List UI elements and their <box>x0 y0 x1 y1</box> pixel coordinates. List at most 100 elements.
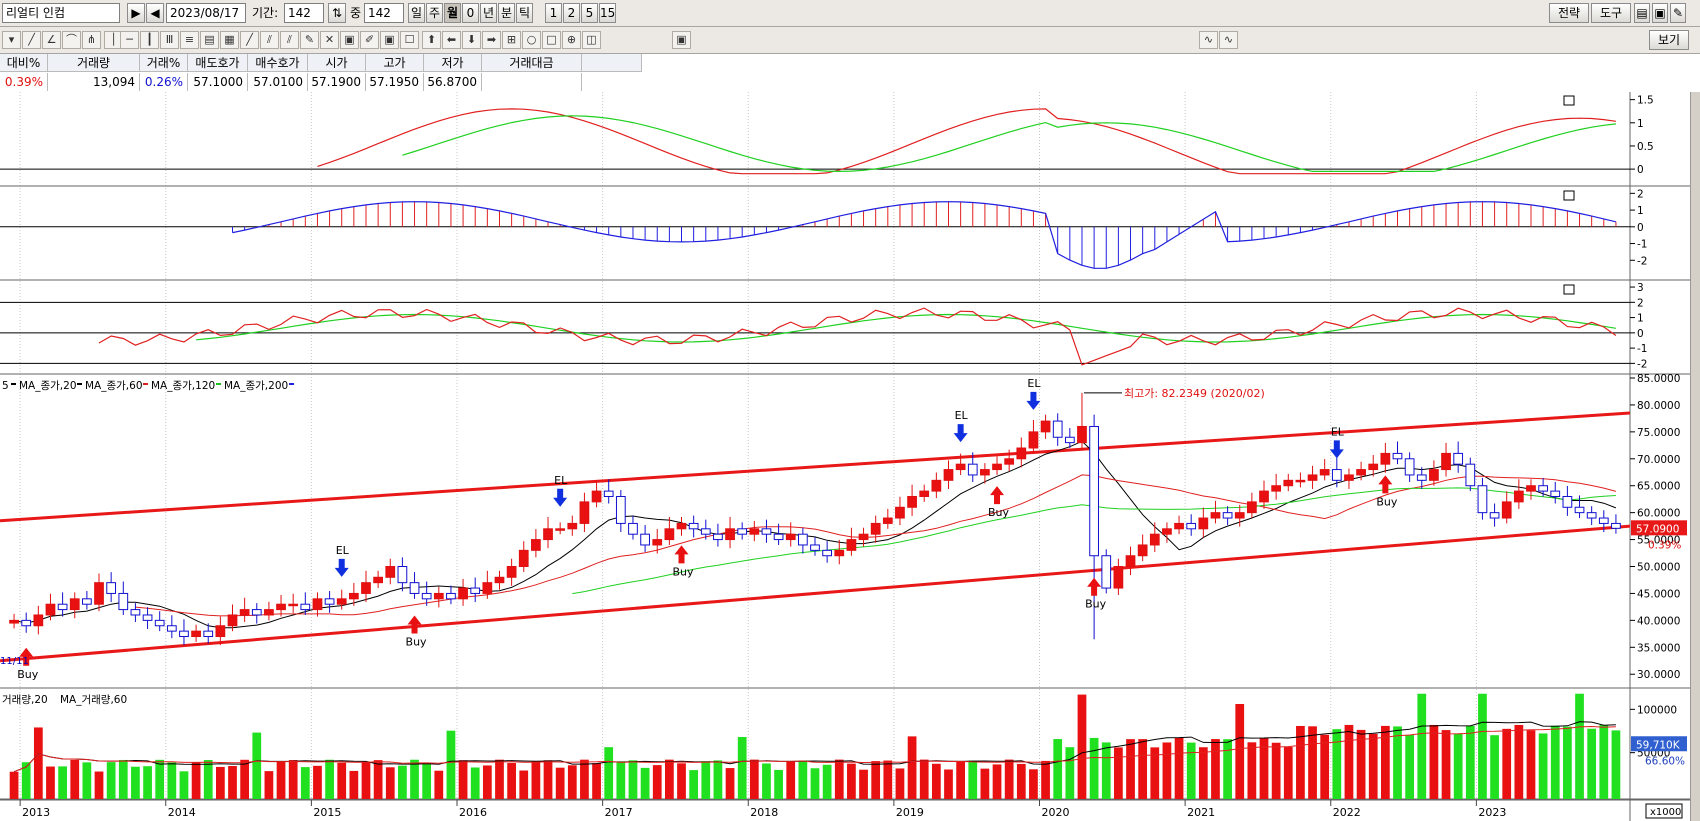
quote-strip: 대비% 0.39% 거래량 13,094 거래% 0.26% 매도호가 57.1000 매수호가… <box>0 54 1700 93</box>
interval-button[interactable]: 2 <box>563 3 580 23</box>
symbol-input[interactable]: 리얼티 인컴 <box>2 3 120 23</box>
line-tool-icon[interactable]: ╱ <box>22 31 41 49</box>
color-tool-icon[interactable]: ▣ <box>340 31 359 49</box>
panel-menu-icon[interactable] <box>1563 95 1575 106</box>
volume-bar <box>604 747 614 799</box>
candle-body <box>1526 485 1536 492</box>
timeframe-button[interactable]: 틱 <box>516 3 533 23</box>
volume-bar <box>907 736 917 799</box>
text-tool-icon[interactable]: ⊞ <box>502 31 521 49</box>
delete-tool-icon[interactable]: ✕ <box>320 31 339 49</box>
fill-tool-icon[interactable]: ▣ <box>380 31 399 49</box>
save-icon[interactable]: ▣ <box>1652 3 1668 23</box>
dropdown-icon[interactable]: ▾ <box>2 31 21 49</box>
period-input[interactable]: 142 <box>284 3 324 23</box>
volume-bar <box>70 759 80 799</box>
zoom-tool-icon[interactable]: ⊕ <box>562 31 581 49</box>
volume-bar <box>155 759 165 799</box>
year-label: 2016 <box>459 806 487 819</box>
settings-tool-icon[interactable]: ▣ <box>672 31 691 49</box>
quote-header: 거래대금 <box>482 54 582 72</box>
price-legend: 5 <box>2 380 9 392</box>
volume-bar <box>968 760 978 799</box>
pen-tool-icon[interactable]: ✎ <box>300 31 319 49</box>
circle-tool-icon[interactable]: ○ <box>522 31 541 49</box>
interval-button[interactable]: 1 <box>545 3 562 23</box>
candle-body <box>882 517 893 524</box>
candle-body <box>9 619 19 624</box>
volume-bar <box>1368 733 1378 799</box>
volume-bar <box>58 766 67 799</box>
candle-body <box>1429 469 1439 481</box>
volume-bar <box>1271 742 1281 799</box>
rect-tool-icon[interactable]: □ <box>542 31 561 49</box>
candle-body <box>348 592 359 600</box>
zoom-icon[interactable]: ⇅ <box>328 3 346 23</box>
timeframe-button[interactable]: 일 <box>408 3 425 23</box>
volume-bar <box>1587 728 1597 799</box>
el-label: EL <box>1027 377 1041 390</box>
wave2-tool-icon[interactable]: ∿ <box>1219 31 1238 49</box>
edit-tool-icon[interactable]: ✐ <box>360 31 379 49</box>
volume-bar <box>640 767 650 799</box>
strategy-button[interactable]: 전략 <box>1549 3 1589 23</box>
table-tool-icon[interactable]: ▤ <box>200 31 219 49</box>
timeframe-button[interactable]: 주 <box>426 3 443 23</box>
angle-tool-icon[interactable]: ∠ <box>42 31 61 49</box>
folder-icon[interactable]: ▤ <box>1634 3 1650 23</box>
timeframe-button[interactable]: 분 <box>498 3 515 23</box>
grid2-tool-icon[interactable]: ▦ <box>220 31 239 49</box>
panel-menu-icon[interactable] <box>1563 190 1575 201</box>
candle-body <box>494 576 505 584</box>
hline-tool-icon[interactable]: ─ <box>120 31 139 49</box>
parallel-tool-icon[interactable]: ⫽ <box>280 31 299 49</box>
fan-tool-icon[interactable]: ⋔ <box>82 31 101 49</box>
bar-tool-icon[interactable]: ┃ <box>140 31 159 49</box>
right-arrow-icon[interactable]: ➡ <box>482 31 501 49</box>
date-input[interactable]: 2023/08/17 <box>166 3 246 23</box>
volume-legend: 거래량,20 <box>2 694 48 706</box>
legend-swatch <box>11 383 16 385</box>
volume-bar <box>1016 763 1026 799</box>
fib-tool-icon[interactable]: Ⅲ <box>160 31 179 49</box>
play-button[interactable]: ▶ <box>127 3 145 23</box>
volume-bar <box>252 732 262 799</box>
candle-body <box>1016 447 1027 460</box>
right-scroll-panel[interactable] <box>1690 92 1700 821</box>
select-tool-icon[interactable]: ◫ <box>582 31 601 49</box>
timeframe-button[interactable]: 월 <box>444 3 461 23</box>
tools-button[interactable]: 도구 <box>1591 3 1631 23</box>
buy-arrow-icon <box>674 545 689 564</box>
interval-button[interactable]: 15 <box>599 3 616 23</box>
timeframe-button[interactable]: 0 <box>462 3 479 23</box>
box-tool-icon[interactable]: ☐ <box>400 31 419 49</box>
grid-tool-icon[interactable]: ≡ <box>180 31 199 49</box>
trend-tool-icon[interactable]: ╱ <box>240 31 259 49</box>
volume-bar <box>167 762 177 799</box>
volume-bar <box>1332 729 1342 799</box>
price-panel <box>0 391 1631 666</box>
wrench-icon[interactable]: ✎ <box>1670 3 1686 23</box>
volume-bar <box>883 760 893 799</box>
year-label: 2013 <box>22 806 50 819</box>
volume-bar <box>616 761 626 799</box>
candle-body <box>1052 420 1063 438</box>
up-arrow-icon[interactable]: ⬆ <box>422 31 441 49</box>
volume-bar <box>1514 724 1524 799</box>
arc-tool-icon[interactable]: ⌒ <box>62 31 81 49</box>
timeframe-button[interactable]: 년 <box>480 3 497 23</box>
histogram-line <box>232 201 1617 269</box>
panel-menu-icon[interactable] <box>1563 284 1575 295</box>
left-arrow-icon[interactable]: ⬅ <box>442 31 461 49</box>
volume-bar <box>1380 725 1390 799</box>
count-input[interactable]: 142 <box>364 3 404 23</box>
wave-tool-icon[interactable]: ∿ <box>1199 31 1218 49</box>
chart-area[interactable]: 2013 2014 2015 2016 2017 2018 2019 2020 2021 2022… <box>0 92 1690 821</box>
prev-button[interactable]: ◀ <box>146 3 164 23</box>
view-button[interactable]: 보기 <box>1649 30 1689 50</box>
volume-bar <box>992 764 1002 799</box>
candle-body <box>858 533 869 541</box>
interval-button[interactable]: 5 <box>581 3 598 23</box>
down-arrow-icon[interactable]: ⬇ <box>462 31 481 49</box>
channel-tool-icon[interactable]: ⫽ <box>260 31 279 49</box>
